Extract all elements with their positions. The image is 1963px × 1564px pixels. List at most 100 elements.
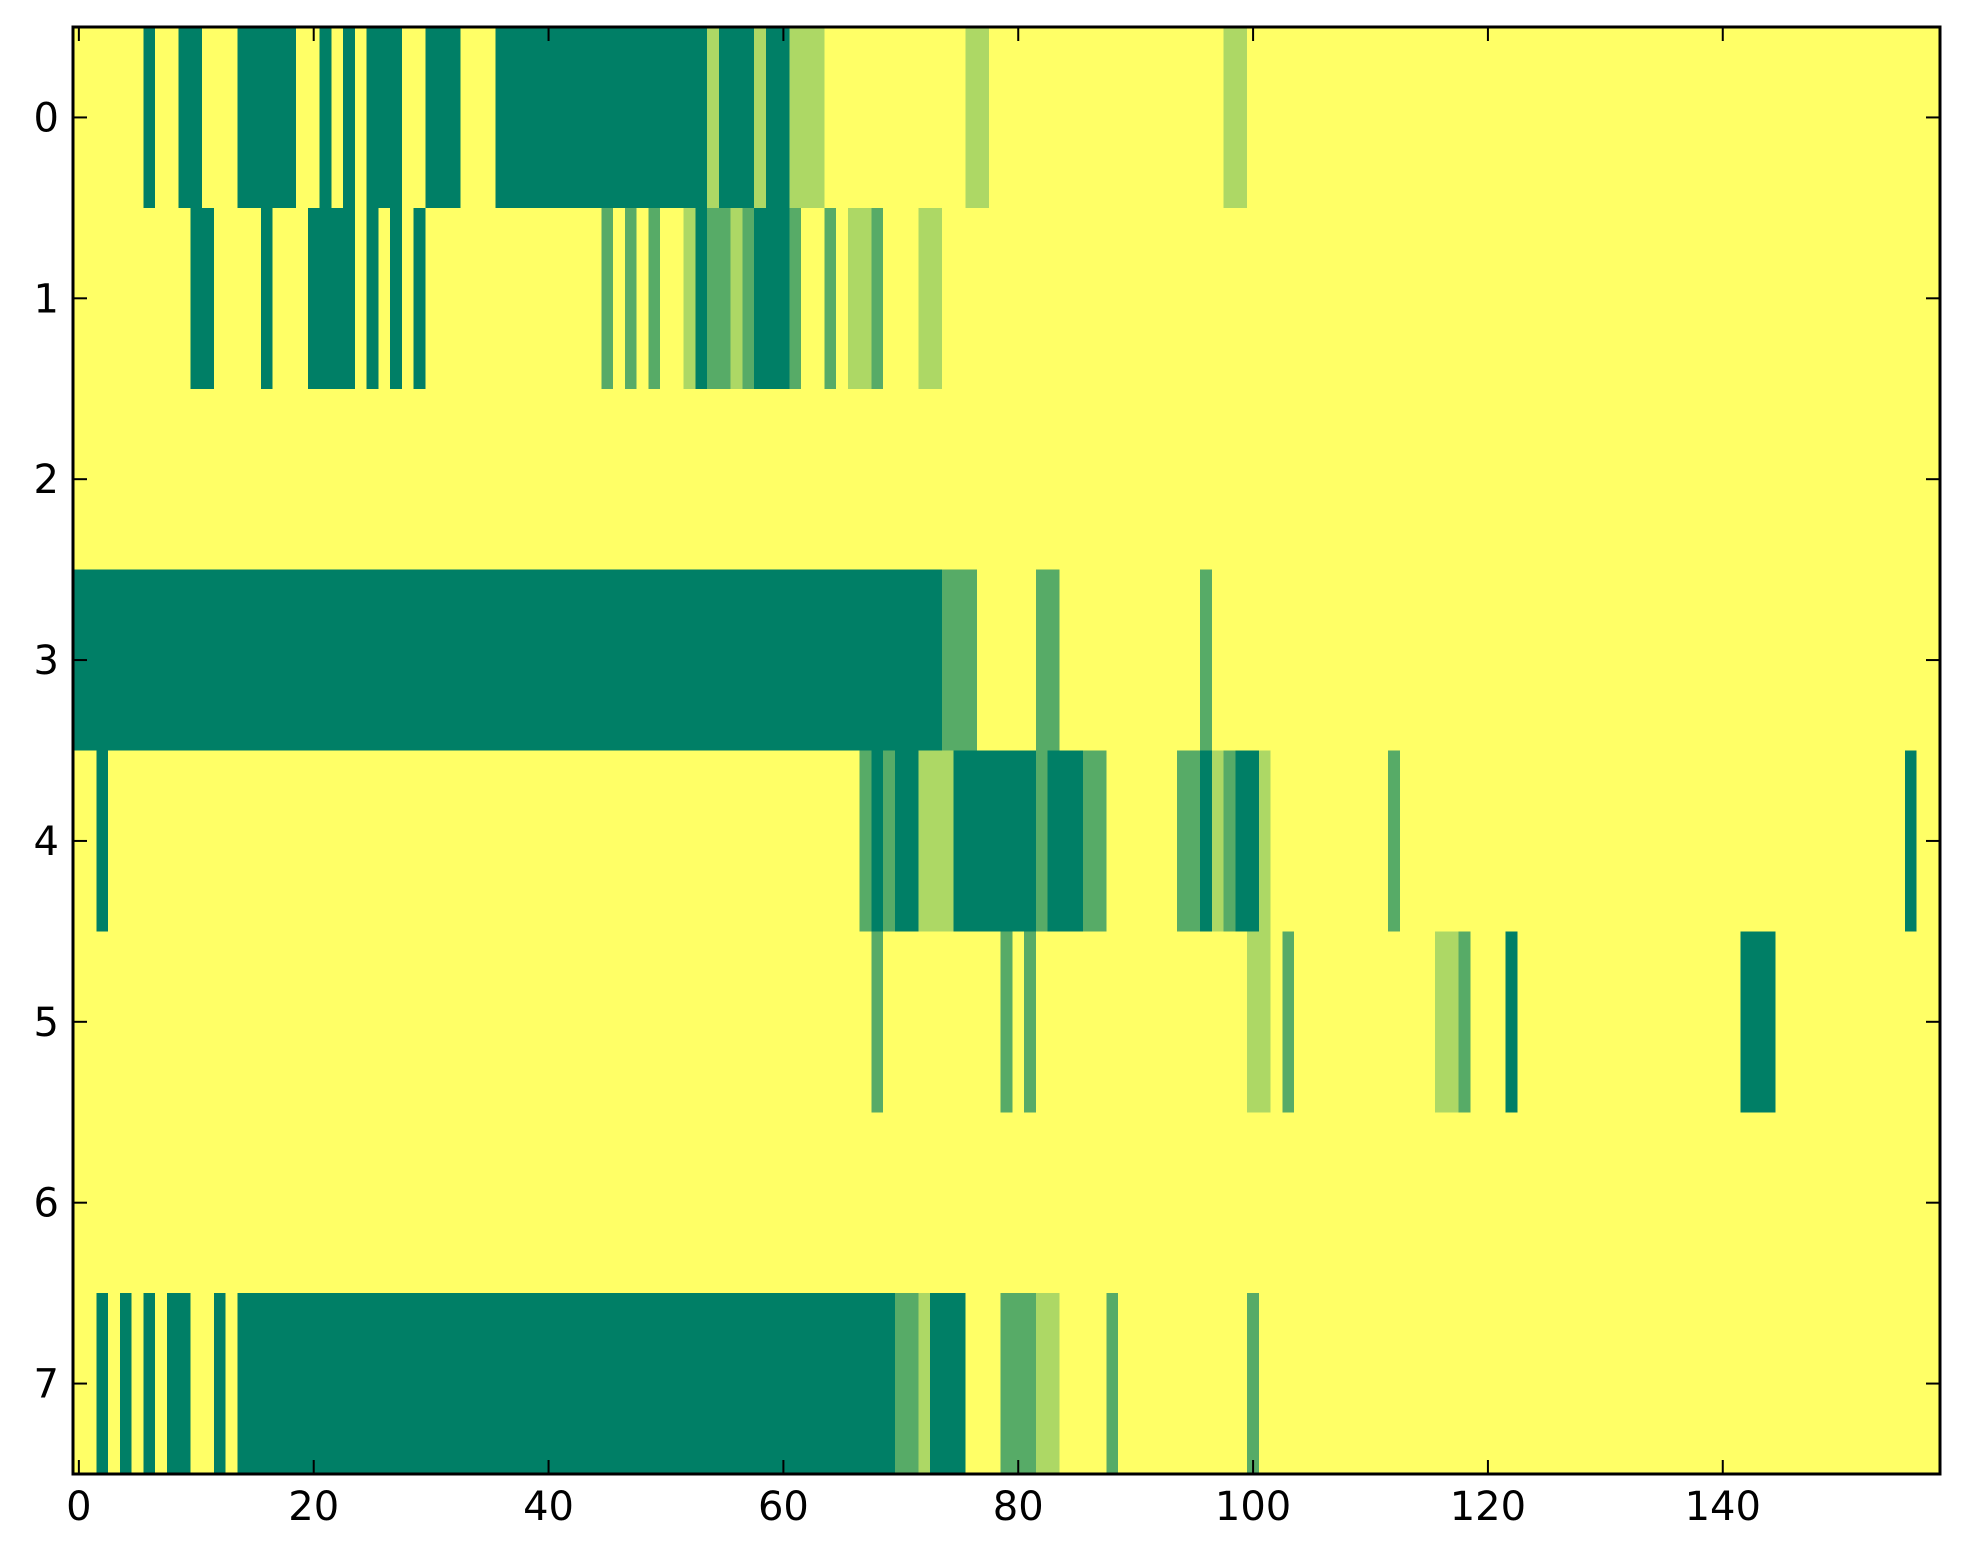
x-tick-label: 40 xyxy=(523,1484,574,1530)
heatmap-cell xyxy=(824,207,837,389)
heatmap-cell xyxy=(953,750,1036,932)
heatmap-cell xyxy=(307,207,355,389)
heatmap-cells xyxy=(73,27,1917,1474)
heatmap-cell xyxy=(965,27,989,208)
heatmap-cell xyxy=(178,27,203,208)
heatmap-cell xyxy=(495,27,708,208)
heatmap-cell xyxy=(190,207,214,389)
heatmap-cell xyxy=(260,207,273,389)
heatmap-cell xyxy=(871,207,884,389)
y-tick-label: 5 xyxy=(34,1000,59,1046)
x-tick-label: 80 xyxy=(993,1484,1044,1530)
heatmap-cell xyxy=(96,750,109,932)
heatmap-cell xyxy=(413,207,426,389)
y-tick-label: 7 xyxy=(34,1362,59,1408)
heatmap-cell xyxy=(319,27,332,208)
x-tick-label: 20 xyxy=(288,1484,339,1530)
heatmap-cell xyxy=(1235,750,1259,932)
heatmap-cell xyxy=(143,1293,156,1474)
heatmap-cell xyxy=(1082,750,1107,932)
heatmap-cell xyxy=(213,1293,226,1474)
heatmap-cell xyxy=(1223,750,1236,932)
heatmap-cell xyxy=(742,207,755,389)
y-tick-label: 3 xyxy=(34,638,59,684)
heatmap-cell xyxy=(894,1293,919,1474)
heatmap-cell xyxy=(1200,750,1212,932)
heatmap-cell xyxy=(1247,1293,1259,1474)
heatmap-cell xyxy=(847,207,872,389)
heatmap-cell xyxy=(1740,931,1776,1113)
heatmap-cell xyxy=(1035,1293,1060,1474)
heatmap-cell xyxy=(1176,750,1201,932)
heatmap-cell xyxy=(765,27,790,208)
y-axis: 0 1 2 3 4 5 6 7 xyxy=(34,95,1940,1408)
heatmap-cell xyxy=(343,27,355,208)
heatmap-cell xyxy=(1024,931,1036,1113)
heatmap-cell xyxy=(96,1293,109,1474)
heatmap-cell xyxy=(366,27,402,208)
heatmap-cell xyxy=(918,1293,931,1474)
heatmap-cell xyxy=(1904,750,1917,932)
heatmap-cell xyxy=(73,569,942,751)
heatmap-cell xyxy=(143,27,156,208)
heatmap-cell xyxy=(1211,750,1224,932)
heatmap-cell xyxy=(789,207,802,389)
heatmap-cell xyxy=(425,27,461,208)
heatmap-cell xyxy=(707,207,731,389)
x-tick-label: 60 xyxy=(758,1484,809,1530)
x-tick-label: 0 xyxy=(66,1484,91,1530)
heatmap-cell xyxy=(1035,569,1060,751)
heatmap-cell xyxy=(695,207,708,389)
heatmap-cell xyxy=(1223,27,1248,208)
heatmap-cell xyxy=(894,750,919,932)
x-tick-label: 120 xyxy=(1450,1484,1526,1530)
heatmap-cell xyxy=(237,27,297,208)
heatmap-cell xyxy=(1388,750,1400,932)
heatmap-cell xyxy=(119,1293,132,1474)
y-tick-label: 0 xyxy=(34,95,59,141)
heatmap-cell xyxy=(918,750,954,932)
heatmap-cell xyxy=(859,750,872,932)
heatmap-cell xyxy=(648,207,661,389)
heatmap-cell xyxy=(871,750,884,932)
y-tick-label: 4 xyxy=(34,819,59,865)
heatmap-cell xyxy=(1035,750,1048,932)
heatmap-cell xyxy=(1047,750,1083,932)
axes-frame xyxy=(71,25,1942,1476)
heatmap-cell xyxy=(1282,931,1295,1113)
y-tick-label: 6 xyxy=(34,1181,59,1227)
heatmap-cell xyxy=(718,27,755,208)
heatmap-cell xyxy=(883,750,895,932)
heatmap-cell xyxy=(601,207,614,389)
heatmap-cell xyxy=(166,1293,191,1474)
heatmap-cell xyxy=(707,27,719,208)
heatmap-cell xyxy=(624,207,637,389)
heatmap-cell xyxy=(941,569,978,751)
heatmap-cell xyxy=(789,27,825,208)
heatmap-cell xyxy=(754,207,790,389)
heatmap-cell xyxy=(871,931,884,1113)
heatmap-cell xyxy=(930,1293,966,1474)
heatmap-cell xyxy=(1106,1293,1119,1474)
heatmap-cell xyxy=(1505,931,1518,1113)
heatmap-cell xyxy=(237,1293,895,1474)
y-tick-label: 1 xyxy=(34,276,59,322)
heatmap-cell xyxy=(1458,931,1471,1113)
heatmap-cell xyxy=(1200,569,1212,751)
x-tick-label: 100 xyxy=(1215,1484,1291,1530)
heatmap-cell xyxy=(1435,931,1459,1113)
y-tick-label: 2 xyxy=(34,457,59,503)
heatmap-cell xyxy=(730,207,743,389)
heatmap-cell xyxy=(1258,750,1271,932)
heatmap-cell xyxy=(1000,931,1013,1113)
heatmap-cell xyxy=(366,207,379,389)
x-tick-label: 140 xyxy=(1685,1484,1761,1530)
heatmap-cell xyxy=(1247,931,1271,1113)
x-axis: 0 20 40 60 80 100 120 140 xyxy=(66,27,1761,1530)
heatmap-cell xyxy=(390,207,402,389)
heatmap-cell xyxy=(1000,1293,1036,1474)
heatmap-cell xyxy=(918,207,942,389)
heatmap-cell xyxy=(683,207,696,389)
heatmap-cell xyxy=(754,27,766,208)
